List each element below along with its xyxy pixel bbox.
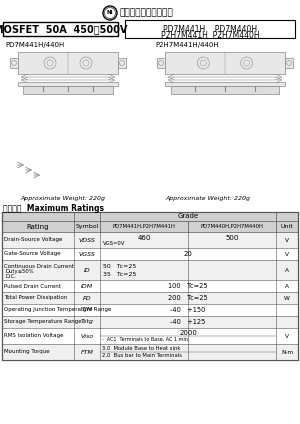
Bar (2, 232, 298, 248)
Bar (2, 316, 298, 328)
Text: D.C.: D.C. (6, 274, 17, 279)
Text: 100   Tc=25: 100 Tc=25 (168, 283, 208, 289)
Bar (171, 86, 279, 94)
Text: 3.0  Module Base to Heat sink: 3.0 Module Base to Heat sink (102, 346, 181, 351)
Bar (2, 212, 298, 360)
Bar (2, 280, 298, 292)
Text: Duty≤50%: Duty≤50% (6, 270, 34, 274)
Text: PD: PD (83, 296, 91, 301)
Text: -  AC1  Terminals to Base, AC 1 min.: - AC1 Terminals to Base, AC 1 min. (102, 337, 189, 342)
Text: Unit: Unit (280, 224, 293, 229)
Text: V: V (285, 237, 289, 243)
Text: 20: 20 (184, 251, 192, 257)
Text: RMS Isolation Voltage: RMS Isolation Voltage (4, 334, 64, 338)
Text: P2H7M441H  P2H7M440H: P2H7M441H P2H7M440H (161, 31, 259, 40)
Text: P2H7M441H/440H: P2H7M441H/440H (155, 42, 219, 48)
Bar (2, 260, 298, 280)
Bar (165, 52, 285, 74)
Bar (2, 328, 298, 344)
Bar (125, 20, 295, 38)
Text: 200   Tc=25: 200 Tc=25 (168, 295, 208, 301)
Text: VDSS: VDSS (79, 237, 95, 243)
Text: Symbol: Symbol (75, 224, 99, 229)
Text: Viso: Viso (80, 334, 94, 338)
Text: V: V (285, 334, 289, 338)
Text: Rating: Rating (27, 223, 49, 229)
Text: PD7M441H,P2H7M441H: PD7M441H,P2H7M441H (112, 224, 176, 229)
Text: TJM: TJM (81, 307, 93, 312)
Bar (118, 58, 126, 68)
Bar (2, 248, 298, 260)
Bar (165, 82, 285, 86)
Text: FTM: FTM (81, 349, 93, 354)
Text: A: A (285, 268, 289, 273)
Text: 50   Tc=25: 50 Tc=25 (103, 264, 136, 269)
Text: MOSFET  50A  450～500V: MOSFET 50A 450～500V (0, 24, 127, 34)
Text: 35   Tc=25: 35 Tc=25 (103, 272, 136, 277)
Bar (2, 212, 298, 360)
Text: Drain-Source Voltage: Drain-Source Voltage (4, 237, 62, 243)
Text: V: V (285, 251, 289, 257)
Text: -40   +125: -40 +125 (170, 319, 206, 325)
Text: Grade: Grade (177, 214, 199, 220)
Text: Operating Junction Temperature Range: Operating Junction Temperature Range (4, 307, 111, 312)
Text: ID: ID (84, 268, 90, 273)
Text: Approximate Weight: 220g: Approximate Weight: 220g (20, 196, 105, 201)
Text: Mounting Torque: Mounting Torque (4, 349, 50, 354)
Text: PD7M441H/440H: PD7M441H/440H (5, 42, 64, 48)
Text: NI: NI (107, 11, 113, 16)
Bar (2, 292, 298, 304)
Text: Gate-Source Voltage: Gate-Source Voltage (4, 251, 61, 257)
Text: PD7M441H    PD7M440H: PD7M441H PD7M440H (163, 25, 257, 34)
Text: W: W (284, 296, 290, 301)
Text: N·m: N·m (281, 349, 293, 354)
Bar (10, 58, 18, 68)
Text: 500: 500 (225, 235, 239, 241)
Text: Tstg: Tstg (81, 320, 93, 324)
Text: VGS=0V: VGS=0V (103, 241, 125, 246)
Text: Approximate Weight: 220g: Approximate Weight: 220g (165, 196, 250, 201)
Text: Storage Temperature Range: Storage Temperature Range (4, 320, 82, 324)
Text: Continuous Drain Current: Continuous Drain Current (4, 264, 74, 269)
Bar (23, 86, 113, 94)
Text: PD7M440H,P2H7M440H: PD7M440H,P2H7M440H (201, 224, 263, 229)
Text: Pulsed Drain Current: Pulsed Drain Current (4, 284, 61, 288)
Bar (157, 58, 165, 68)
Bar (2, 212, 298, 221)
Text: Total Power Dissipation: Total Power Dissipation (4, 296, 68, 301)
Bar (285, 58, 293, 68)
Bar (18, 82, 118, 86)
Bar (18, 52, 118, 74)
Text: 日本インター株式会社: 日本インター株式会社 (120, 8, 174, 17)
Text: -40   +150: -40 +150 (170, 307, 206, 313)
Text: IDM: IDM (81, 284, 93, 288)
Text: VGSS: VGSS (79, 251, 95, 257)
Text: A: A (285, 284, 289, 288)
Text: 2000: 2000 (179, 330, 197, 336)
Bar (2, 344, 298, 360)
Bar (2, 304, 298, 316)
Text: 460: 460 (137, 235, 151, 241)
Bar (2, 221, 298, 232)
Text: 最大定格  Maximum Ratings: 最大定格 Maximum Ratings (3, 204, 104, 213)
Text: 2.0  Bus bar to Main Terminals: 2.0 Bus bar to Main Terminals (102, 353, 182, 358)
Bar (3, 22, 118, 36)
